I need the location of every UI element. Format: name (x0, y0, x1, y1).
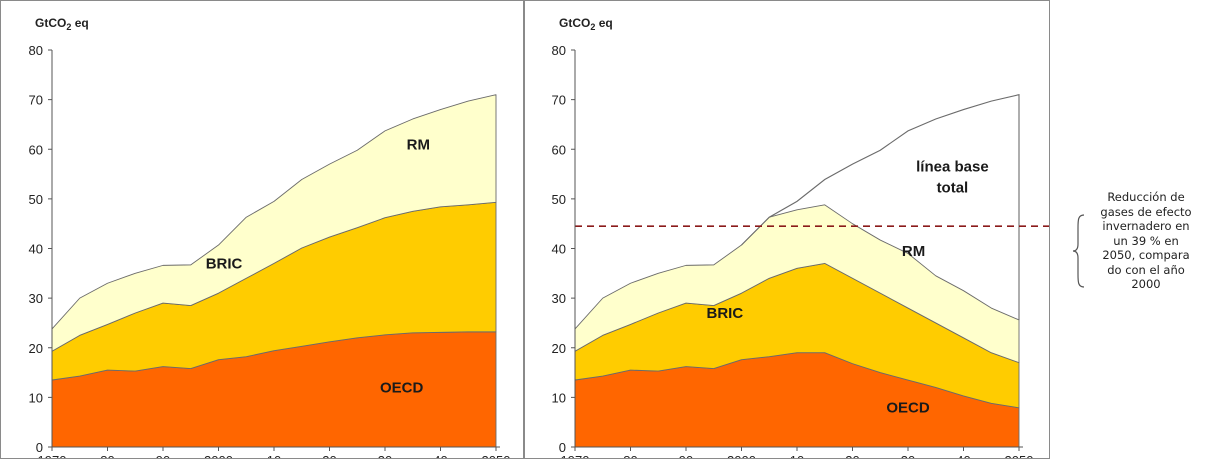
x-tick-label: 2050 (482, 453, 511, 458)
x-tick-label: 90 (679, 453, 693, 458)
x-tick-label: 1970 (561, 453, 590, 458)
x-tick-label: 40 (956, 453, 970, 458)
y-tick-label: 20 (552, 341, 566, 356)
x-tick-label: 10 (267, 453, 281, 458)
y-axis-title-subscript: 2 (66, 22, 71, 32)
reduction-note-line: un 39 % en (1113, 233, 1179, 248)
series-label-rm: RM (902, 243, 925, 260)
chart-right: GtCO2 eq línea base total 0 10 20 30 40 50 60 70 80… (552, 16, 1049, 463)
y-tick-label: 0 (36, 440, 43, 455)
y-axis-title: GtCO2 eq (35, 16, 89, 32)
reduction-note-line: 2000 (1131, 277, 1161, 291)
x-tick-label: 80 (100, 453, 114, 458)
y-axis-title: GtCO2 eq (559, 16, 613, 32)
x-tick-label: 30 (901, 453, 915, 458)
y-axis-title-subscript: 2 (590, 22, 595, 32)
y-axis-title-part: eq (595, 16, 612, 30)
series-label-rm: RM (407, 136, 430, 153)
y-tick-label: 80 (552, 43, 566, 58)
baseline-label: total (937, 180, 969, 197)
area-rm (574, 204, 1020, 364)
reduction-note-line: 2050, compara (1102, 248, 1190, 262)
series-label-oecd: OECD (886, 399, 930, 416)
y-tick-label: 40 (29, 242, 43, 257)
y-tick-label: 70 (29, 93, 43, 108)
x-tick-label: 80 (623, 453, 637, 458)
x-tick-label: 40 (433, 453, 447, 458)
x-tick-label: 2050 (1005, 453, 1034, 458)
y-tick-label: 60 (552, 142, 566, 157)
y-tick-label: 10 (552, 390, 566, 405)
x-tick-label: 20 (845, 453, 859, 458)
baseline-total-line (741, 93, 1020, 320)
y-axis-title-part: eq (71, 16, 88, 30)
y-tick-label: 50 (29, 192, 43, 207)
y-tick-label: 70 (552, 93, 566, 108)
x-tick-label: 2000 (727, 453, 756, 458)
series-label-oecd: OECD (380, 379, 424, 396)
chart-panel-right: GtCO2 eq línea base total 0 10 20 30 40 50 60 70 80… (524, 0, 1050, 463)
y-tick-label: 10 (29, 390, 43, 405)
y-tick-label: 30 (29, 291, 43, 306)
series-label-bric: BRIC (707, 305, 744, 322)
y-tick-label: 60 (29, 142, 43, 157)
x-tick-label: 10 (790, 453, 804, 458)
x-tick-label: 2000 (204, 453, 233, 458)
series-label-bric: BRIC (206, 255, 243, 272)
reduction-note: Reducción de gases de efecto invernadero… (1076, 190, 1216, 292)
y-tick-label: 20 (29, 341, 43, 356)
baseline-label: línea base (916, 159, 989, 176)
reduction-note-line: gases de efecto (1100, 204, 1192, 219)
y-tick-label: 40 (552, 242, 566, 257)
x-tick-label: 20 (322, 453, 336, 458)
y-tick-label: 50 (552, 192, 566, 207)
y-axis-title-part: GtCO (559, 16, 590, 30)
y-axis-title-part: GtCO (35, 16, 66, 30)
y-tick-label: 30 (552, 291, 566, 306)
x-tick-label: 30 (378, 453, 392, 458)
y-tick-label: 80 (29, 43, 43, 58)
chart-left: GtCO2 eq 0 10 20 30 40 50 60 70 80 1970 80 90 2000 10 2… (29, 16, 511, 463)
y-tick-label: 0 (559, 440, 566, 455)
reduction-note-line: do con el año (1107, 262, 1185, 277)
reduction-brace (1072, 214, 1085, 288)
reduction-note-line: invernadero en (1102, 219, 1190, 233)
area-rm (51, 94, 497, 352)
x-tick-label: 90 (156, 453, 170, 458)
chart-panel-left: GtCO2 eq 0 10 20 30 40 50 60 70 80 1970 80 90 2000 10 2… (0, 0, 524, 463)
reduction-note-line: Reducción de (1107, 190, 1185, 204)
x-tick-label: 1970 (38, 453, 67, 458)
